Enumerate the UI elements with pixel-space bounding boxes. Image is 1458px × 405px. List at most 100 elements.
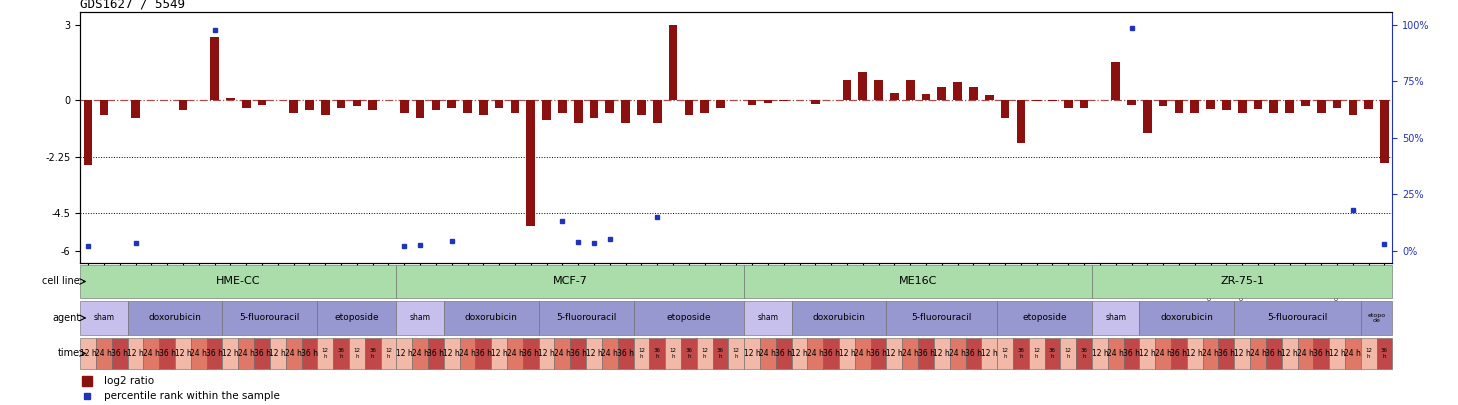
Text: percentile rank within the sample: percentile rank within the sample: [104, 391, 280, 401]
FancyBboxPatch shape: [903, 337, 919, 369]
Bar: [637, 100, 646, 115]
FancyBboxPatch shape: [128, 301, 223, 335]
FancyBboxPatch shape: [792, 337, 808, 369]
Bar: [1317, 100, 1325, 113]
FancyBboxPatch shape: [744, 301, 792, 335]
Text: 24 h: 24 h: [806, 349, 824, 358]
FancyBboxPatch shape: [697, 337, 713, 369]
Text: 12 h: 12 h: [586, 349, 602, 358]
Bar: [1032, 100, 1041, 101]
FancyBboxPatch shape: [1140, 301, 1235, 335]
FancyBboxPatch shape: [981, 337, 997, 369]
Bar: [1000, 100, 1009, 117]
FancyBboxPatch shape: [397, 337, 413, 369]
Text: 12
h: 12 h: [701, 348, 709, 359]
FancyBboxPatch shape: [286, 337, 302, 369]
FancyBboxPatch shape: [997, 301, 1092, 335]
Text: 12 h: 12 h: [838, 349, 856, 358]
Text: 36 h: 36 h: [522, 349, 539, 358]
FancyBboxPatch shape: [1360, 301, 1392, 335]
FancyBboxPatch shape: [80, 337, 96, 369]
Text: 24 h: 24 h: [760, 349, 776, 358]
FancyBboxPatch shape: [792, 301, 886, 335]
Bar: [226, 98, 235, 100]
Text: 24 h: 24 h: [143, 349, 160, 358]
FancyBboxPatch shape: [681, 337, 697, 369]
FancyBboxPatch shape: [824, 337, 838, 369]
Text: 36 h: 36 h: [254, 349, 271, 358]
Text: 24 h: 24 h: [901, 349, 919, 358]
Text: log2 ratio: log2 ratio: [104, 376, 155, 386]
FancyBboxPatch shape: [397, 265, 744, 298]
Text: 12 h: 12 h: [397, 349, 413, 358]
Text: 12
h: 12 h: [385, 348, 392, 359]
Bar: [83, 100, 92, 165]
FancyBboxPatch shape: [997, 337, 1013, 369]
FancyBboxPatch shape: [507, 337, 523, 369]
Bar: [526, 100, 535, 226]
Bar: [605, 100, 614, 113]
Bar: [464, 100, 472, 113]
Bar: [1286, 100, 1293, 113]
FancyBboxPatch shape: [554, 337, 570, 369]
Bar: [653, 100, 662, 123]
Bar: [1365, 100, 1373, 109]
FancyBboxPatch shape: [1266, 337, 1282, 369]
FancyBboxPatch shape: [318, 301, 397, 335]
FancyBboxPatch shape: [1171, 337, 1187, 369]
Text: 36
h: 36 h: [369, 348, 376, 359]
Bar: [574, 100, 583, 123]
Text: 5-fluorouracil: 5-fluorouracil: [239, 313, 300, 322]
Bar: [1238, 100, 1247, 113]
FancyBboxPatch shape: [397, 301, 443, 335]
Text: 36
h: 36 h: [1381, 348, 1388, 359]
Text: 36 h: 36 h: [822, 349, 840, 358]
Bar: [1143, 100, 1152, 133]
Bar: [1190, 100, 1198, 113]
FancyBboxPatch shape: [854, 337, 870, 369]
FancyBboxPatch shape: [886, 301, 997, 335]
FancyBboxPatch shape: [128, 337, 143, 369]
FancyBboxPatch shape: [413, 337, 429, 369]
FancyBboxPatch shape: [634, 337, 649, 369]
Bar: [494, 100, 503, 108]
Text: 12
h: 12 h: [322, 348, 328, 359]
Text: 12
h: 12 h: [1034, 348, 1040, 359]
Text: 36 h: 36 h: [159, 349, 175, 358]
Text: 12 h: 12 h: [1282, 349, 1298, 358]
FancyBboxPatch shape: [1219, 337, 1235, 369]
Text: sham: sham: [1105, 313, 1126, 322]
Text: 36 h: 36 h: [776, 349, 792, 358]
FancyBboxPatch shape: [1187, 337, 1203, 369]
FancyBboxPatch shape: [1235, 301, 1360, 335]
Bar: [210, 37, 219, 100]
FancyBboxPatch shape: [886, 337, 903, 369]
FancyBboxPatch shape: [459, 337, 475, 369]
FancyBboxPatch shape: [238, 337, 254, 369]
Bar: [1159, 100, 1168, 107]
Bar: [1111, 62, 1120, 100]
Text: MCF-7: MCF-7: [553, 277, 588, 286]
FancyBboxPatch shape: [1235, 337, 1250, 369]
Text: 12
h: 12 h: [1064, 348, 1072, 359]
Bar: [99, 100, 108, 115]
FancyBboxPatch shape: [381, 337, 397, 369]
FancyBboxPatch shape: [80, 265, 397, 298]
Bar: [748, 100, 757, 105]
FancyBboxPatch shape: [949, 337, 965, 369]
FancyBboxPatch shape: [1029, 337, 1044, 369]
Bar: [875, 80, 884, 100]
Text: 36 h: 36 h: [427, 349, 445, 358]
Text: doxorubicin: doxorubicin: [812, 313, 866, 322]
Text: 36 h: 36 h: [570, 349, 586, 358]
Bar: [305, 100, 313, 110]
Bar: [1127, 100, 1136, 105]
FancyBboxPatch shape: [429, 337, 443, 369]
Text: 12 h: 12 h: [886, 349, 903, 358]
Bar: [542, 100, 551, 120]
Text: etoposide: etoposide: [1022, 313, 1067, 322]
Text: 24 h: 24 h: [238, 349, 255, 358]
Bar: [1222, 100, 1231, 110]
Text: etoposide: etoposide: [666, 313, 712, 322]
Bar: [432, 100, 440, 110]
